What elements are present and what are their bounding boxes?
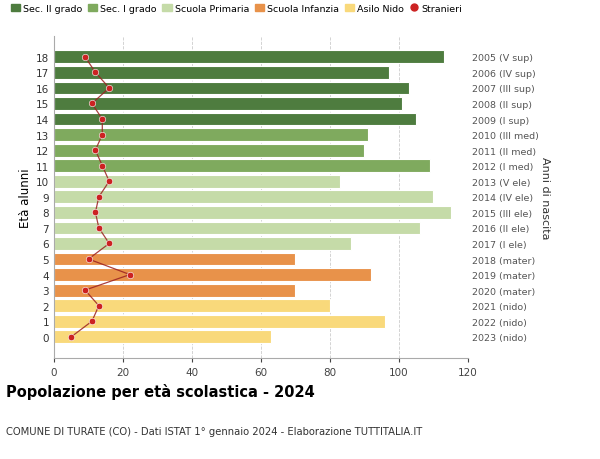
Bar (54, 315, 385, 328)
Bar (54, 284, 295, 297)
Point (84, 256, 94, 263)
Point (87, 318, 97, 325)
Point (87, 101, 97, 108)
Point (125, 271, 134, 279)
Point (94, 302, 104, 310)
Bar (54, 253, 295, 266)
Point (80, 287, 90, 294)
Bar (54, 98, 403, 111)
Point (67, 333, 76, 341)
Legend: Sec. II grado, Sec. I grado, Scuola Primaria, Scuola Infanzia, Asilo Nido, Stran: Sec. II grado, Sec. I grado, Scuola Prim… (11, 5, 463, 14)
Bar (54, 160, 430, 173)
Y-axis label: Anni di nascita: Anni di nascita (540, 156, 550, 239)
Bar (54, 129, 368, 142)
Point (91, 69, 100, 77)
Bar (54, 82, 409, 95)
Point (80, 54, 90, 62)
Point (104, 85, 114, 92)
Y-axis label: Età alunni: Età alunni (19, 168, 32, 227)
Bar (54, 51, 444, 64)
Bar (54, 67, 389, 79)
Bar (54, 330, 271, 343)
Point (97, 132, 107, 139)
Bar (54, 238, 350, 250)
Point (104, 240, 114, 247)
Point (94, 194, 104, 201)
Bar (54, 300, 330, 313)
Text: COMUNE DI TURATE (CO) - Dati ISTAT 1° gennaio 2024 - Elaborazione TUTTITALIA.IT: COMUNE DI TURATE (CO) - Dati ISTAT 1° ge… (6, 426, 422, 436)
Point (104, 178, 114, 185)
Point (97, 162, 107, 170)
Bar (54, 113, 416, 126)
Point (97, 116, 107, 123)
Bar (54, 191, 433, 204)
Bar (54, 175, 340, 188)
Bar (54, 222, 419, 235)
Bar (54, 207, 451, 219)
Text: Popolazione per età scolastica - 2024: Popolazione per età scolastica - 2024 (6, 383, 315, 399)
Point (94, 225, 104, 232)
Bar (54, 145, 364, 157)
Bar (54, 269, 371, 281)
Point (91, 209, 100, 217)
Point (91, 147, 100, 155)
